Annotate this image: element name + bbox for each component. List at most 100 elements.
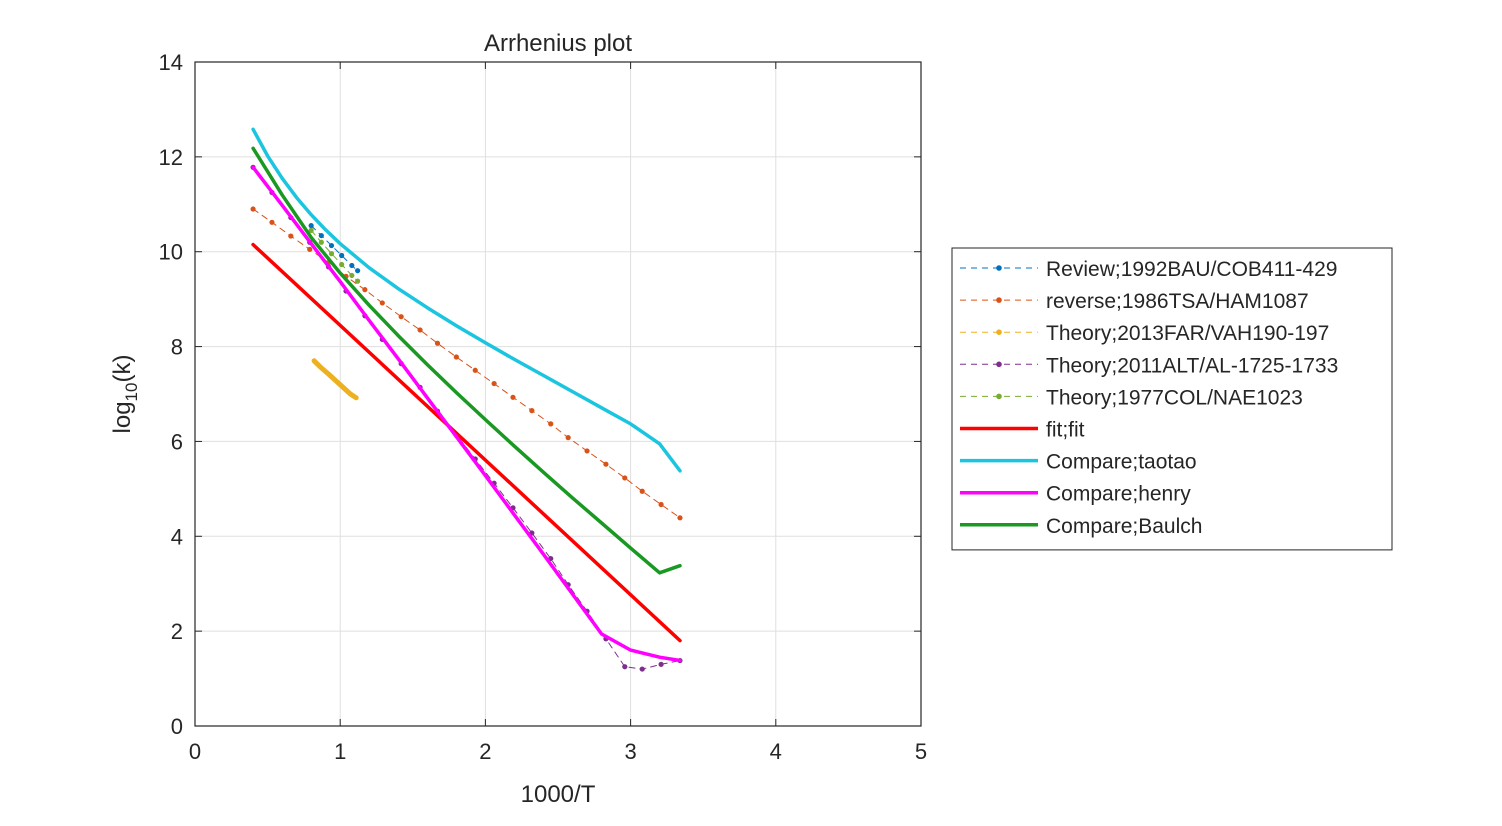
data-point: [398, 314, 404, 320]
data-point: [355, 268, 361, 274]
data-point: [677, 515, 683, 521]
legend-label: Theory;1977COL/NAE1023: [1046, 386, 1303, 409]
data-point: [349, 262, 355, 269]
y-tick-label: 0: [171, 714, 183, 739]
data-point: [339, 252, 345, 259]
data-point: [417, 327, 423, 333]
data-point: [565, 435, 571, 441]
data-point: [658, 501, 664, 508]
data-point: [362, 287, 368, 293]
y-axis-label-main: log: [109, 401, 136, 433]
series-2: [311, 358, 359, 401]
data-point: [548, 421, 554, 427]
data-point: [288, 233, 294, 239]
series-0: [308, 223, 361, 274]
series-6: [251, 127, 682, 473]
legend-label: Theory;2013FAR/VAH190-197: [1046, 322, 1329, 345]
legend-marker: [996, 329, 1002, 336]
legend-item: Compare;Baulch: [960, 515, 1202, 538]
y-tick-label: 6: [171, 429, 183, 454]
data-point: [269, 219, 275, 225]
y-tick-label: 2: [171, 619, 183, 644]
series-4: [308, 227, 361, 284]
data-point: [379, 300, 385, 306]
data-point: [328, 251, 335, 257]
data-point: [250, 206, 256, 212]
data-point: [339, 261, 345, 268]
data-point: [308, 227, 314, 233]
y-tick-label: 12: [159, 145, 183, 170]
y-axis-label: log10(k): [109, 355, 141, 434]
series-line: [252, 166, 681, 670]
legend-item: Theory;2011ALT/AL-1725-1733: [960, 354, 1338, 377]
legend-label: Theory;2011ALT/AL-1725-1733: [1046, 354, 1338, 377]
data-point: [529, 408, 535, 414]
axes-box: [194, 61, 922, 727]
legend-label: reverse;1986TSA/HAM1087: [1046, 290, 1309, 313]
chart-title: Arrhenius plot: [484, 30, 632, 57]
data-point: [658, 661, 664, 667]
data-point: [622, 475, 628, 481]
legend-label: Review;1992BAU/COB411-429: [1046, 258, 1337, 281]
y-tick-label: 10: [159, 240, 183, 265]
data-point: [355, 278, 361, 284]
legend-label: Compare;Baulch: [1046, 515, 1202, 538]
data-point: [491, 380, 497, 387]
series-line: [311, 358, 359, 401]
y-tick-label: 4: [171, 524, 183, 549]
legend-marker: [996, 265, 1002, 271]
series-7: [251, 165, 682, 663]
data-point: [510, 394, 516, 400]
data-point: [603, 461, 609, 467]
x-tick-label: 1: [334, 739, 346, 764]
legend-marker: [996, 297, 1002, 303]
data-point: [308, 223, 314, 229]
series-line: [251, 127, 682, 473]
series-line: [251, 146, 682, 575]
y-axis-label-tail: (k): [109, 355, 136, 383]
legend-item: Compare;henry: [960, 483, 1191, 506]
x-tick-label: 5: [915, 739, 927, 764]
legend-item: reverse;1986TSA/HAM1087: [960, 290, 1309, 313]
legend-marker: [996, 361, 1002, 368]
data-point: [472, 367, 478, 373]
legend-item: Theory;1977COL/NAE1023: [960, 386, 1303, 409]
legend-item: Review;1992BAU/COB411-429: [960, 258, 1337, 281]
x-tick-label: 4: [770, 739, 782, 764]
data-point: [639, 666, 645, 672]
legend-item: Compare;taotao: [960, 451, 1197, 474]
series-line: [310, 229, 359, 282]
series-line: [251, 242, 682, 643]
x-tick-label: 3: [624, 739, 636, 764]
y-tick-label: 14: [159, 50, 183, 75]
x-tick-label: 0: [189, 739, 201, 764]
axes-background: [195, 62, 921, 726]
legend: Review;1992BAU/COB411-429 reverse;1986TSA…: [951, 247, 1393, 551]
series-layer: [250, 127, 683, 672]
series-5: [251, 242, 682, 643]
y-axis-label-subscript: 10: [122, 383, 141, 402]
data-point: [622, 664, 628, 670]
y-tick-label: 8: [171, 335, 183, 360]
tick-marks: [194, 61, 922, 727]
x-tick-label: 2: [479, 739, 491, 764]
data-point: [318, 239, 324, 245]
legend-label: Compare;taotao: [1046, 451, 1197, 474]
x-axis-label: 1000/T: [521, 781, 596, 808]
data-point: [639, 488, 645, 494]
legend-items: Review;1992BAU/COB411-429 reverse;1986TSA…: [960, 258, 1338, 538]
data-point: [318, 232, 324, 239]
series-8: [251, 146, 682, 575]
series-line: [251, 165, 682, 663]
legend-label: Compare;henry: [1046, 483, 1191, 506]
legend-item: Theory;2013FAR/VAH190-197: [960, 322, 1329, 345]
data-point: [434, 340, 441, 346]
data-point: [453, 354, 459, 360]
legend-box: [951, 247, 1393, 551]
legend-marker: [996, 393, 1002, 400]
legend-label: fit;fit: [1046, 419, 1085, 442]
data-point: [328, 242, 335, 249]
